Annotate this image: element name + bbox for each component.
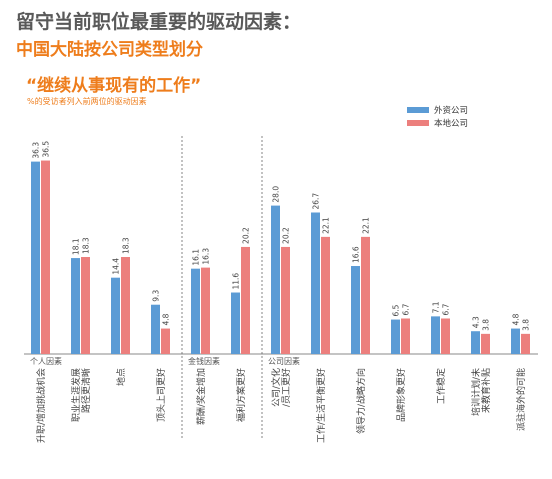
bar-value-0-2-0: 14.4 bbox=[112, 258, 121, 275]
legend-swatch-0 bbox=[407, 107, 429, 113]
bar-2-1-0 bbox=[311, 212, 320, 354]
bar-value-2-5-1: 3.8 bbox=[482, 319, 491, 331]
category-label-0-2: 地点 bbox=[115, 368, 127, 386]
bar-0-0-0 bbox=[31, 161, 40, 354]
bar-2-6-0 bbox=[511, 328, 520, 354]
bar-2-5-1 bbox=[481, 333, 490, 354]
category-label-1-0: 薪酬/奖金增加 bbox=[195, 368, 207, 425]
bar-0-3-0 bbox=[151, 304, 160, 354]
bar-0-2-0 bbox=[111, 277, 120, 354]
bar-value-2-4-0: 7.1 bbox=[432, 301, 441, 313]
group-label-0: 个人因素 bbox=[30, 356, 62, 366]
bar-value-1-0-0: 16.1 bbox=[192, 249, 201, 266]
bar-value-0-0-1: 36.5 bbox=[42, 141, 51, 158]
bar-value-0-0-0: 36.3 bbox=[32, 142, 41, 159]
bar-value-0-1-0: 18.1 bbox=[72, 238, 81, 255]
bar-2-3-1 bbox=[401, 318, 410, 354]
bar-0-1-0 bbox=[71, 258, 80, 354]
bar-value-0-3-1: 4.8 bbox=[162, 313, 171, 325]
bar-0-0-1 bbox=[41, 160, 50, 354]
chart-title: “继续从事现有的工作” bbox=[26, 76, 202, 96]
bar-value-0-3-0: 9.3 bbox=[152, 290, 161, 302]
category-label-2-6: 派驻海外的可能 bbox=[515, 368, 527, 431]
bar-value-1-0-1: 16.3 bbox=[202, 248, 211, 265]
category-label-2-4: 工作稳定 bbox=[435, 368, 447, 404]
bar-value-2-1-0: 26.7 bbox=[312, 193, 321, 210]
bar-value-1-1-1: 20.2 bbox=[242, 227, 251, 244]
bar-1-1-1 bbox=[241, 246, 250, 354]
bar-2-3-0 bbox=[391, 319, 400, 354]
bar-2-5-0 bbox=[471, 331, 480, 354]
bar-0-1-1 bbox=[81, 257, 90, 354]
bar-value-2-6-1: 3.8 bbox=[522, 319, 531, 331]
bar-1-1-0 bbox=[231, 292, 240, 354]
bar-2-0-0 bbox=[271, 205, 280, 354]
bar-2-4-0 bbox=[431, 316, 440, 354]
bar-1-0-1 bbox=[201, 267, 210, 354]
category-label-0-0: 升职/增加挑战机会 bbox=[35, 368, 47, 443]
bar-value-0-1-1: 18.3 bbox=[82, 237, 91, 254]
category-label-0-1: 职业生涯发展路径更清晰 bbox=[70, 368, 92, 422]
bar-value-2-2-0: 16.6 bbox=[352, 246, 361, 263]
category-label-2-1: 工作/生活平衡更好 bbox=[315, 368, 327, 443]
group-label-1: 金钱因素 bbox=[188, 356, 220, 366]
bar-value-2-5-0: 4.3 bbox=[472, 316, 481, 328]
bar-2-6-1 bbox=[521, 333, 530, 354]
bar-1-0-0 bbox=[191, 268, 200, 354]
category-label-2-0: 公司/文化/员工更好 bbox=[270, 368, 292, 407]
bar-2-0-1 bbox=[281, 246, 290, 354]
bar-2-4-1 bbox=[441, 318, 450, 354]
bar-0-3-1 bbox=[161, 328, 170, 354]
category-label-2-2: 领导力/战略方向 bbox=[355, 368, 367, 434]
category-label-2-3: 品牌形象更好 bbox=[395, 368, 407, 422]
bar-value-2-3-0: 6.5 bbox=[392, 304, 401, 316]
bar-value-1-1-0: 11.6 bbox=[232, 273, 241, 290]
bar-value-2-0-1: 20.2 bbox=[282, 227, 291, 244]
bar-0-2-1 bbox=[121, 257, 130, 354]
category-label-0-3: 顶头上司更好 bbox=[155, 368, 167, 422]
bar-2-2-1 bbox=[361, 236, 370, 354]
bar-value-2-3-1: 6.7 bbox=[402, 303, 411, 315]
bar-2-2-0 bbox=[351, 266, 360, 354]
bar-2-1-1 bbox=[321, 236, 330, 354]
bar-value-2-1-1: 22.1 bbox=[322, 217, 331, 234]
legend-label-1: 本地公司 bbox=[434, 118, 468, 129]
bar-value-2-0-0: 28.0 bbox=[272, 186, 281, 203]
legend-label-0: 外资公司 bbox=[434, 105, 468, 116]
legend-swatch-1 bbox=[407, 120, 429, 126]
chart-note: %的受访者列入前两位的驱动因素 bbox=[27, 97, 147, 106]
bar-value-2-6-0: 4.8 bbox=[512, 313, 521, 325]
bar-value-2-2-1: 22.1 bbox=[362, 217, 371, 234]
group-label-2: 公司因素 bbox=[268, 356, 300, 366]
category-label-2-5: 培训计划/未来教育补贴 bbox=[470, 368, 492, 416]
page-subtitle: 中国大陆按公司类型划分 bbox=[16, 40, 203, 60]
category-label-1-1: 福利方案更好 bbox=[235, 368, 247, 422]
page-title: 留守当前职位最重要的驱动因素： bbox=[16, 11, 302, 33]
bar-value-2-4-1: 6.7 bbox=[442, 303, 451, 315]
bar-value-0-2-1: 18.3 bbox=[122, 237, 131, 254]
